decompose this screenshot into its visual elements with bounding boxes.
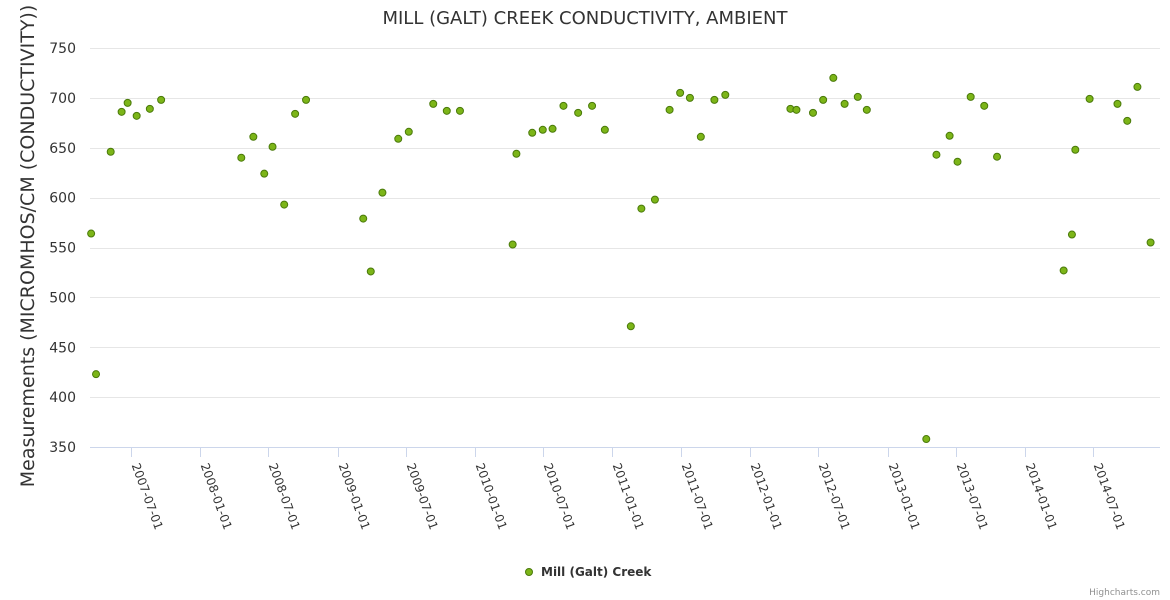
x-tick-label: 2009-07-01: [404, 461, 441, 531]
legend[interactable]: Mill (Galt) Creek: [525, 565, 653, 579]
legend-label[interactable]: Mill (Galt) Creek: [541, 565, 652, 579]
data-point[interactable]: [676, 88, 685, 97]
data-point[interactable]: [378, 188, 387, 197]
x-tick-label: 2011-07-01: [679, 461, 716, 531]
data-point[interactable]: [268, 142, 277, 151]
data-point[interactable]: [404, 127, 413, 136]
data-point[interactable]: [117, 107, 126, 116]
data-point[interactable]: [528, 128, 537, 137]
y-tick-label: 350: [49, 440, 76, 456]
data-point[interactable]: [945, 131, 954, 140]
data-point[interactable]: [980, 101, 989, 110]
data-point[interactable]: [394, 134, 403, 143]
x-tick-label: 2012-01-01: [748, 461, 785, 531]
data-point[interactable]: [1113, 99, 1122, 108]
x-tick-label: 2014-07-01: [1091, 461, 1128, 531]
data-point[interactable]: [1059, 266, 1068, 275]
data-point[interactable]: [819, 95, 828, 104]
data-point[interactable]: [993, 152, 1002, 161]
data-point[interactable]: [442, 106, 451, 115]
axes: 750 700 650 600 550 500 450 400 350 2007-07-01 200…: [49, 41, 1160, 532]
data-point[interactable]: [559, 101, 568, 110]
data-point[interactable]: [1067, 230, 1076, 239]
data-point[interactable]: [922, 435, 931, 444]
data-point[interactable]: [721, 90, 730, 99]
data-point[interactable]: [1071, 145, 1080, 154]
x-tick-label: 2008-01-01: [198, 461, 235, 531]
data-point[interactable]: [1085, 94, 1094, 103]
data-point[interactable]: [862, 105, 871, 114]
data-point[interactable]: [145, 104, 154, 113]
data-point[interactable]: [366, 267, 375, 276]
y-tick-label: 750: [49, 41, 76, 57]
x-tick-label: 2010-01-01: [473, 461, 510, 531]
y-axis-label: Measurements (MICROMHOS/CM (CONDUCTIVITY…: [17, 5, 39, 488]
data-point[interactable]: [302, 95, 311, 104]
data-point[interactable]: [808, 108, 817, 117]
legend-marker-icon: [525, 568, 533, 576]
credits-link[interactable]: Highcharts.com: [1089, 588, 1160, 598]
data-point[interactable]: [106, 147, 115, 156]
x-tick-label: 2013-07-01: [954, 461, 991, 531]
data-point[interactable]: [650, 195, 659, 204]
data-point[interactable]: [132, 111, 141, 120]
data-point[interactable]: [508, 240, 517, 249]
x-tick-label: 2009-01-01: [336, 461, 373, 531]
data-point[interactable]: [429, 99, 438, 108]
y-tick-label: 650: [49, 141, 76, 157]
data-point[interactable]: [455, 106, 464, 115]
data-point[interactable]: [512, 149, 521, 158]
data-point[interactable]: [92, 370, 101, 379]
x-tick-label: 2007-07-01: [129, 461, 166, 531]
y-tick-label: 700: [49, 91, 76, 107]
data-point[interactable]: [123, 98, 132, 107]
x-tick-label: 2010-07-01: [541, 461, 578, 531]
data-point[interactable]: [626, 322, 635, 331]
data-point[interactable]: [574, 108, 583, 117]
data-point[interactable]: [548, 124, 557, 133]
y-tick-label: 400: [49, 390, 76, 406]
data-point[interactable]: [538, 125, 547, 134]
x-tick-label: 2013-01-01: [886, 461, 923, 531]
series-points: [87, 73, 1155, 444]
y-tick-label: 450: [49, 340, 76, 356]
grid-lines: [90, 48, 1160, 398]
data-point[interactable]: [829, 73, 838, 82]
data-point[interactable]: [260, 169, 269, 178]
data-point[interactable]: [157, 95, 166, 104]
data-point[interactable]: [600, 125, 609, 134]
x-tick-label: 2011-01-01: [610, 461, 647, 531]
y-tick-label: 550: [49, 241, 76, 257]
data-point[interactable]: [932, 150, 941, 159]
data-point[interactable]: [685, 93, 694, 102]
y-tick-label: 500: [49, 290, 76, 306]
data-point[interactable]: [249, 132, 258, 141]
chart-title: MILL (GALT) CREEK CONDUCTIVITY, AMBIENT: [382, 8, 788, 29]
data-point[interactable]: [665, 105, 674, 114]
x-tick-label: 2008-07-01: [266, 461, 303, 531]
data-point[interactable]: [696, 132, 705, 141]
data-point[interactable]: [1133, 82, 1142, 91]
data-point[interactable]: [1123, 116, 1132, 125]
x-tick-label: 2012-07-01: [816, 461, 853, 531]
data-point[interactable]: [637, 204, 646, 213]
data-point[interactable]: [792, 105, 801, 114]
data-point[interactable]: [966, 92, 975, 101]
data-point[interactable]: [953, 157, 962, 166]
data-point[interactable]: [588, 101, 597, 110]
y-tick-label: 600: [49, 191, 76, 207]
data-point[interactable]: [853, 92, 862, 101]
data-point[interactable]: [710, 95, 719, 104]
data-point[interactable]: [1146, 238, 1155, 247]
data-point[interactable]: [840, 99, 849, 108]
data-point[interactable]: [359, 214, 368, 223]
data-point[interactable]: [237, 153, 246, 162]
x-tick-label: 2014-01-01: [1023, 461, 1060, 531]
data-point[interactable]: [87, 229, 96, 238]
data-point[interactable]: [291, 109, 300, 118]
data-point[interactable]: [280, 200, 289, 209]
